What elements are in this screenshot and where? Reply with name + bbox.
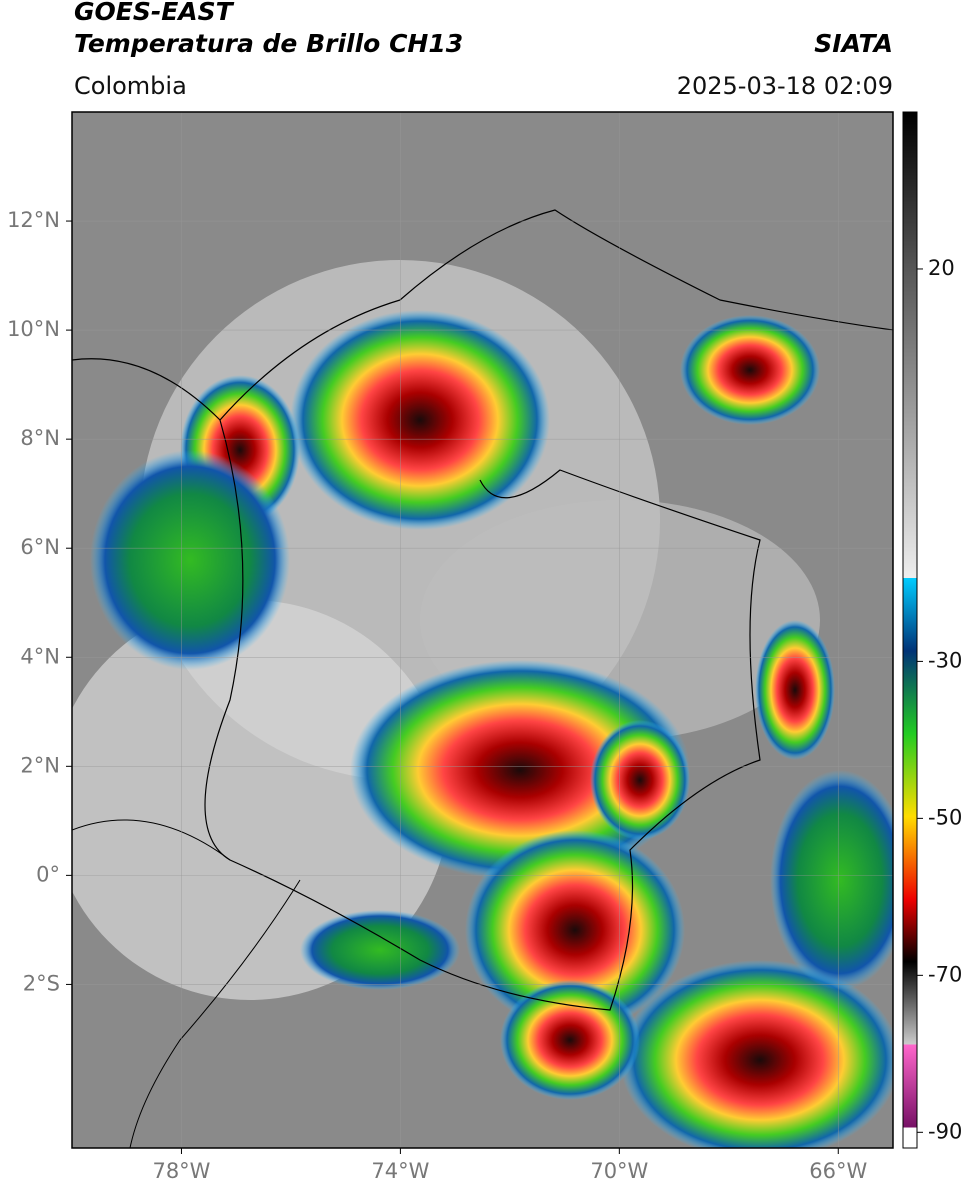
x-tick-label: 70°W xyxy=(590,1159,648,1183)
y-tick-label: 2°N xyxy=(20,753,60,777)
colorbar-tick-label: -90 xyxy=(928,1119,962,1143)
map-image xyxy=(72,112,893,1148)
region: Colombia xyxy=(74,72,187,100)
x-tick-label: 74°W xyxy=(371,1159,429,1183)
y-tick-label: 10°N xyxy=(7,317,60,341)
colorbar-tick-label: -50 xyxy=(928,805,962,829)
x-tick-label: 66°W xyxy=(809,1159,867,1183)
y-tick-label: 4°N xyxy=(20,644,60,668)
y-tick-label: 6°N xyxy=(20,535,60,559)
source: SIATA xyxy=(814,29,893,58)
colorbar xyxy=(902,111,918,1149)
y-tick-label: 8°N xyxy=(20,426,60,450)
colorbar-tick-label: -70 xyxy=(928,962,962,986)
colorbar-tick-label: -30 xyxy=(928,648,962,672)
title: GOES-EAST xyxy=(74,0,235,26)
x-tick-label: 78°W xyxy=(152,1159,210,1183)
y-tick-label: 2°S xyxy=(23,971,60,995)
y-tick-label: 12°N xyxy=(7,208,60,232)
y-tick-label: 0° xyxy=(36,862,60,886)
map-frame xyxy=(71,111,894,1149)
datetime: 2025-03-18 02:09 xyxy=(677,72,893,100)
subtitle: Temperatura de Brillo CH13 xyxy=(74,29,463,58)
colorbar-tick-label: 20 xyxy=(928,256,955,280)
